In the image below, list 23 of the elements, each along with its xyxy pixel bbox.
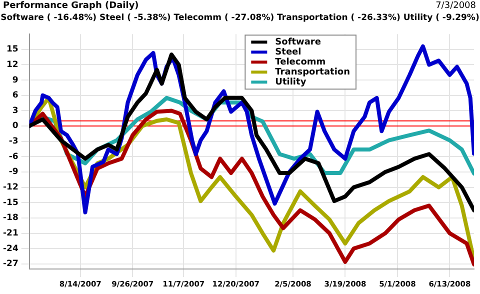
y-tick-label: -15 [2, 198, 18, 208]
y-tick-label: -18 [2, 213, 18, 224]
y-tick-label: -3 [8, 136, 18, 147]
legend-label: Steel [275, 47, 302, 58]
legend-label: Telecomm [275, 57, 326, 68]
chart-subtitle: Software ( -16.48%) Steel ( -5.38%) Telecomm ( -27.08%) Transportation ( -26.33%) Utility ( -9.29%) [0, 13, 480, 23]
y-tick-label: -27 [2, 259, 18, 270]
text: 7/3/2008 [436, 1, 476, 11]
y-tick-label: 6 [12, 90, 18, 101]
y-tick-label: -12 [2, 182, 18, 192]
y-tick-label: -21 [2, 228, 18, 238]
legend-label: Transportation [275, 67, 350, 78]
y-tick-label: 12 [6, 60, 18, 70]
chart-title: Performance Graph (Daily) [3, 1, 139, 11]
y-tick-label: 0 [12, 121, 18, 132]
y-tick-label: -9 [8, 167, 18, 178]
y-tick-label: 9 [12, 75, 18, 86]
legend-label: Utility [275, 77, 306, 88]
y-tick-label: 3 [12, 106, 18, 116]
y-tick-label: 15 [6, 44, 18, 55]
y-tick-label: -24 [2, 244, 18, 254]
y-tick-label: -6 [8, 152, 18, 162]
legend-label: Software [275, 37, 321, 48]
